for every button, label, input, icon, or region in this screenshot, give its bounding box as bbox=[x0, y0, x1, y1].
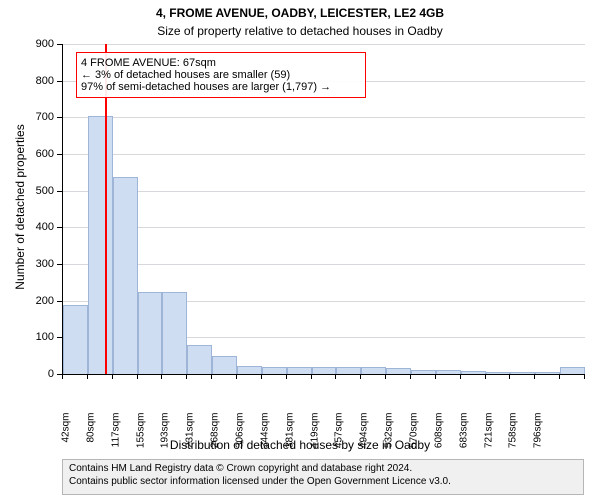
y-tick bbox=[57, 227, 62, 228]
y-tick bbox=[57, 81, 62, 82]
footer-line: Contains public sector information licen… bbox=[69, 476, 577, 489]
x-tick-label: 193sqm bbox=[160, 413, 171, 463]
y-tick bbox=[57, 44, 62, 45]
x-tick bbox=[509, 374, 510, 379]
x-tick-label: 570sqm bbox=[409, 413, 420, 463]
x-tick bbox=[137, 374, 138, 379]
x-tick-label: 532sqm bbox=[384, 413, 395, 463]
y-tick-label: 900 bbox=[22, 38, 54, 50]
annotation-line: ← 3% of detached houses are smaller (59) bbox=[81, 69, 361, 81]
y-tick bbox=[57, 191, 62, 192]
x-tick bbox=[211, 374, 212, 379]
gridline bbox=[63, 117, 585, 118]
x-tick bbox=[62, 374, 63, 379]
gridline bbox=[63, 264, 585, 265]
x-tick-label: 796sqm bbox=[533, 413, 544, 463]
histogram-bar bbox=[187, 345, 212, 374]
x-tick bbox=[410, 374, 411, 379]
x-tick-label: 117sqm bbox=[110, 413, 121, 463]
histogram-bar bbox=[237, 366, 262, 374]
y-tick-label: 300 bbox=[22, 258, 54, 270]
x-tick bbox=[559, 374, 560, 379]
chart-subtitle: Size of property relative to detached ho… bbox=[0, 24, 600, 38]
y-tick-label: 400 bbox=[22, 221, 54, 233]
annotation-box: 4 FROME AVENUE: 67sqm← 3% of detached ho… bbox=[76, 52, 366, 98]
histogram-bar bbox=[138, 292, 163, 375]
x-tick bbox=[286, 374, 287, 379]
histogram-chart: 4, FROME AVENUE, OADBY, LEICESTER, LE2 4… bbox=[0, 0, 600, 500]
histogram-bar bbox=[162, 292, 187, 375]
x-tick-label: 155sqm bbox=[135, 413, 146, 463]
y-tick-label: 700 bbox=[22, 111, 54, 123]
annotation-line: 4 FROME AVENUE: 67sqm bbox=[81, 57, 361, 69]
histogram-bar bbox=[336, 367, 361, 374]
gridline bbox=[63, 227, 585, 228]
histogram-bar bbox=[436, 370, 461, 374]
y-axis-title: Number of detached properties bbox=[13, 107, 27, 307]
x-tick bbox=[360, 374, 361, 379]
y-tick-label: 500 bbox=[22, 185, 54, 197]
x-tick bbox=[87, 374, 88, 379]
histogram-bar bbox=[510, 372, 535, 374]
x-tick-label: 457sqm bbox=[334, 413, 345, 463]
histogram-bar bbox=[113, 177, 138, 374]
x-tick bbox=[584, 374, 585, 379]
histogram-bar bbox=[312, 367, 337, 374]
gridline bbox=[63, 154, 585, 155]
y-tick-label: 800 bbox=[22, 75, 54, 87]
histogram-bar bbox=[88, 116, 113, 375]
x-tick bbox=[236, 374, 237, 379]
histogram-bar bbox=[63, 305, 88, 374]
x-tick-label: 494sqm bbox=[359, 413, 370, 463]
histogram-bar bbox=[560, 367, 585, 374]
x-tick-label: 381sqm bbox=[284, 413, 295, 463]
histogram-bar bbox=[461, 371, 486, 374]
x-tick-label: 721sqm bbox=[483, 413, 494, 463]
y-tick bbox=[57, 117, 62, 118]
y-tick bbox=[57, 154, 62, 155]
x-tick-label: 80sqm bbox=[85, 413, 96, 463]
y-tick bbox=[57, 337, 62, 338]
x-tick bbox=[534, 374, 535, 379]
chart-title: 4, FROME AVENUE, OADBY, LEICESTER, LE2 4… bbox=[0, 6, 600, 20]
x-tick bbox=[186, 374, 187, 379]
y-tick-label: 600 bbox=[22, 148, 54, 160]
x-tick bbox=[435, 374, 436, 379]
x-tick-label: 306sqm bbox=[235, 413, 246, 463]
y-tick bbox=[57, 301, 62, 302]
x-tick-label: 344sqm bbox=[259, 413, 270, 463]
footer-attribution: Contains HM Land Registry data © Crown c… bbox=[62, 459, 584, 495]
histogram-bar bbox=[361, 367, 386, 374]
x-tick-label: 683sqm bbox=[458, 413, 469, 463]
y-tick-label: 0 bbox=[22, 368, 54, 380]
histogram-bar bbox=[486, 372, 511, 374]
x-tick bbox=[311, 374, 312, 379]
x-tick-label: 42sqm bbox=[61, 413, 72, 463]
y-tick bbox=[57, 264, 62, 265]
x-tick-label: 419sqm bbox=[309, 413, 320, 463]
x-tick-label: 608sqm bbox=[433, 413, 444, 463]
histogram-bar bbox=[212, 356, 237, 374]
x-tick bbox=[112, 374, 113, 379]
y-tick-label: 100 bbox=[22, 331, 54, 343]
histogram-bar bbox=[535, 372, 560, 374]
x-tick bbox=[261, 374, 262, 379]
gridline bbox=[63, 191, 585, 192]
annotation-line: 97% of semi-detached houses are larger (… bbox=[81, 81, 361, 93]
x-tick-label: 268sqm bbox=[210, 413, 221, 463]
histogram-bar bbox=[287, 367, 312, 374]
x-tick bbox=[485, 374, 486, 379]
x-tick bbox=[161, 374, 162, 379]
x-tick-label: 758sqm bbox=[508, 413, 519, 463]
gridline bbox=[63, 44, 585, 45]
histogram-bar bbox=[386, 368, 411, 374]
footer-line: Contains HM Land Registry data © Crown c… bbox=[69, 463, 577, 476]
histogram-bar bbox=[262, 367, 287, 374]
x-tick bbox=[460, 374, 461, 379]
x-tick bbox=[385, 374, 386, 379]
x-tick bbox=[335, 374, 336, 379]
x-tick-label: 231sqm bbox=[185, 413, 196, 463]
y-tick-label: 200 bbox=[22, 295, 54, 307]
histogram-bar bbox=[411, 370, 436, 374]
